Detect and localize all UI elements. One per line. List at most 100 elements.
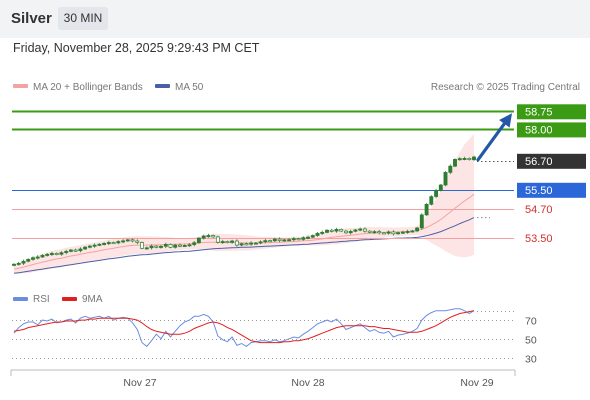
candle-body	[97, 243, 102, 246]
candle-body	[438, 184, 443, 191]
candle-body	[178, 244, 182, 247]
candle-body	[225, 241, 230, 244]
level-label-58.75-bg	[517, 104, 586, 120]
timeframe-button[interactable]: 30 MIN	[58, 7, 108, 30]
x-axis: Nov 27 Nov 28 Nov 29	[10, 369, 516, 389]
candle-body	[49, 253, 54, 255]
candle-body	[282, 239, 287, 242]
candle-body	[377, 231, 382, 234]
last-price-label-bg	[517, 153, 586, 169]
candle-body	[68, 249, 73, 252]
rsi-legend-label: RSI	[33, 294, 50, 305]
candle-body	[415, 227, 420, 232]
candle-body	[277, 238, 282, 241]
x-tick-label: Nov 27	[123, 377, 156, 389]
candle-body	[372, 231, 377, 234]
level-label-58.00-bg	[517, 122, 586, 138]
chart-header: Silver 30 MIN	[0, 0, 590, 38]
candle-body	[339, 229, 344, 232]
candle-body	[87, 245, 92, 248]
candle-body	[239, 243, 244, 246]
candle-body	[59, 252, 64, 255]
ma50-legend-label: MA 50	[175, 82, 204, 93]
candle-body	[206, 235, 211, 238]
candle-body	[16, 262, 21, 265]
price-plot: 58.75 58.00 55.50 54.70 53.50 56.70	[12, 104, 586, 274]
candle-body	[325, 229, 329, 233]
candle-body	[296, 238, 301, 241]
rsi-legend: RSI 9MA	[13, 294, 103, 305]
level-label-53.50: 53.50	[525, 233, 553, 245]
candle-body	[362, 228, 367, 232]
candle-body	[130, 239, 135, 242]
projection-arrowhead	[499, 113, 512, 128]
candle-body	[457, 158, 462, 161]
candle-body	[149, 245, 154, 249]
candle-body	[192, 242, 197, 245]
candle-body	[201, 235, 206, 239]
candle-body	[268, 240, 273, 243]
candle-body	[405, 231, 410, 233]
rsi-line	[13, 308, 475, 348]
candle-body	[301, 237, 306, 240]
rsi-ma-line	[13, 310, 475, 344]
candle-body	[410, 230, 415, 233]
ma20-legend-swatch	[13, 84, 28, 88]
candle-body	[263, 240, 268, 243]
candle-body	[144, 247, 149, 250]
last-price-label: 56.70	[525, 156, 553, 168]
candle-body	[140, 242, 144, 249]
candle-body	[196, 237, 201, 244]
candle-body	[462, 158, 467, 160]
candle-body	[329, 229, 334, 232]
rsi-y-tick: 30	[525, 354, 537, 366]
candle-body	[306, 236, 310, 239]
candle-body	[106, 242, 111, 245]
candle-body	[472, 156, 476, 161]
candle-body	[419, 214, 424, 229]
candle-body	[116, 241, 121, 244]
candle-body	[315, 232, 320, 236]
candle-body	[154, 245, 159, 248]
ma20-line	[13, 193, 475, 270]
rsi-plot: 30 50 70	[12, 308, 537, 366]
ma50-legend-swatch	[155, 84, 170, 88]
timestamp: Friday, November 28, 2025 9:29:43 PM CET	[13, 41, 260, 55]
rsi-y-tick: 50	[525, 335, 537, 347]
candle-body	[367, 230, 372, 233]
candle-body	[287, 239, 292, 242]
candle-body	[64, 251, 69, 253]
candle-body	[310, 235, 315, 238]
candle-body	[73, 249, 78, 252]
candle-body	[40, 254, 45, 258]
rsi-ma-legend-label: 9MA	[82, 294, 103, 305]
candle-body	[434, 190, 439, 197]
candle-body	[467, 158, 472, 160]
candle-body	[400, 231, 405, 234]
rsi-ma-legend-swatch	[62, 297, 77, 301]
bollinger-band	[14, 133, 474, 274]
candle-body	[320, 231, 325, 234]
x-tick-label: Nov 28	[291, 377, 324, 389]
x-tick-label: Nov 29	[460, 377, 493, 389]
candle-body	[448, 165, 453, 173]
candle-body	[159, 245, 163, 248]
candle-body	[45, 253, 50, 256]
candle-body	[358, 228, 363, 231]
candle-body	[272, 238, 277, 242]
candle-body	[396, 232, 401, 235]
candle-body	[111, 242, 116, 245]
candle-body	[21, 260, 26, 264]
candle-body	[453, 159, 457, 167]
price-legend: MA 20 + Bollinger Bands MA 50 Research ©…	[13, 82, 580, 93]
candle-body	[353, 229, 358, 232]
candle-body	[35, 256, 40, 259]
candle-body	[429, 196, 434, 205]
projection-arrow	[476, 122, 506, 162]
rsi-y-tick: 70	[525, 316, 537, 328]
level-label-54.70: 54.70	[525, 204, 553, 216]
candle-body	[102, 243, 107, 245]
rsi-legend-swatch	[13, 297, 28, 301]
candle-body	[12, 263, 16, 266]
